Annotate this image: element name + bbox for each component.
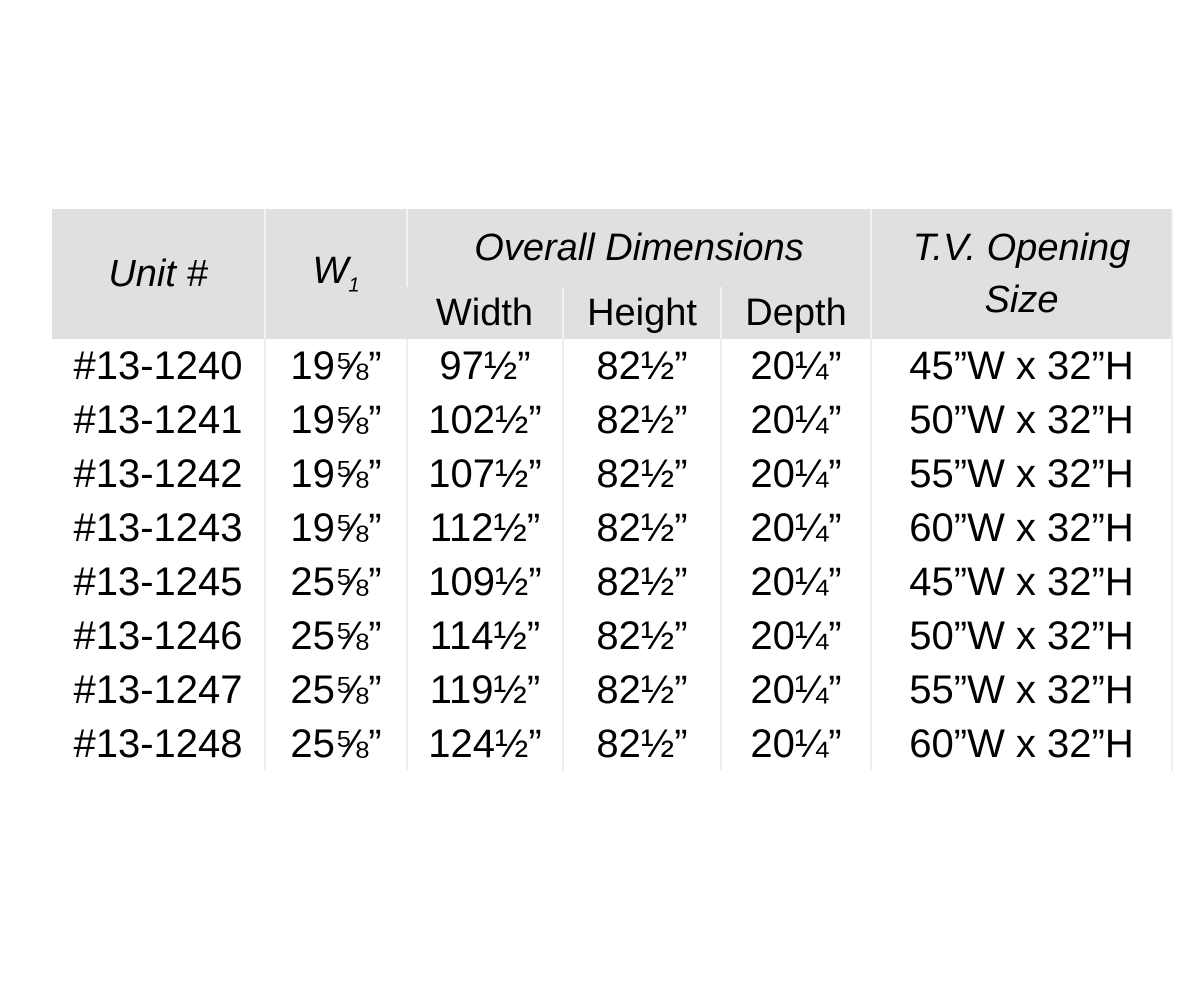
cell-w1: 25⅝” — [264, 609, 407, 663]
cell-height: 82½” — [562, 501, 721, 555]
cell-height: 82½” — [562, 339, 721, 393]
cell-unit: #13-1245 — [73, 559, 243, 604]
cell-w1: 19⅝” — [264, 501, 407, 555]
cell-tv: 55”W x 32”H — [870, 663, 1173, 717]
header-w1: W1 — [264, 209, 407, 339]
header-w1-main: W — [312, 250, 349, 293]
cell-height: 82½” — [562, 555, 721, 609]
header-w1-sub: 1 — [348, 274, 360, 297]
cell-unit: #13-1243 — [73, 505, 243, 550]
cell-width: 102½” — [406, 393, 563, 447]
cell-w1: 19⅝” — [264, 393, 407, 447]
cell-unit: #13-1241 — [73, 397, 243, 442]
cell-width: 119½” — [406, 663, 563, 717]
header-overall-dimensions: Overall Dimensions — [406, 209, 871, 287]
cell-unit: #13-1248 — [73, 721, 243, 766]
cell-height: 82½” — [562, 609, 721, 663]
cell-w1: 25⅝” — [264, 663, 407, 717]
cell-w1: 19⅝” — [264, 447, 407, 501]
cell-tv: 50”W x 32”H — [870, 609, 1173, 663]
header-tv-opening: T.V. Opening Size — [870, 209, 1173, 339]
cell-depth: 20¼” — [720, 501, 871, 555]
cell-w1: 25⅝” — [264, 717, 407, 771]
cell-tv: 45”W x 32”H — [870, 555, 1173, 609]
table-row: #13-1246 25⅝” 114½” 82½” 20¼” 50”W x 32”H — [52, 609, 1173, 663]
header-width: Width — [407, 287, 563, 339]
cell-width: 97½” — [406, 339, 563, 393]
cell-tv: 60”W x 32”H — [870, 717, 1173, 771]
cell-unit: #13-1247 — [73, 667, 243, 712]
header-height: Height — [562, 287, 721, 339]
cell-height: 82½” — [562, 663, 721, 717]
cell-depth: 20¼” — [720, 393, 871, 447]
cell-w1: 19⅝” — [264, 339, 407, 393]
table-row: #13-1242 19⅝” 107½” 82½” 20¼” 55”W x 32”H — [52, 447, 1173, 501]
cell-height: 82½” — [562, 717, 721, 771]
cell-depth: 20¼” — [720, 609, 871, 663]
cell-depth: 20¼” — [720, 717, 871, 771]
cell-tv: 55”W x 32”H — [870, 447, 1173, 501]
cell-w1: 25⅝” — [264, 555, 407, 609]
cell-depth: 20¼” — [720, 339, 871, 393]
cell-unit: #13-1242 — [73, 451, 243, 496]
table-row: #13-1243 19⅝” 112½” 82½” 20¼” 60”W x 32”H — [52, 501, 1173, 555]
cell-width: 107½” — [406, 447, 563, 501]
cell-unit: #13-1246 — [73, 613, 243, 658]
dimensions-table: Unit # W1 Overall Dimensions T.V. Openin… — [52, 209, 1173, 771]
header-depth: Depth — [720, 287, 872, 339]
table-row: #13-1240 19⅝” 97½” 82½” 20¼” 45”W x 32”H — [52, 339, 1173, 393]
cell-unit: #13-1240 — [73, 343, 243, 388]
cell-depth: 20¼” — [720, 447, 871, 501]
cell-depth: 20¼” — [720, 663, 871, 717]
cell-width: 112½” — [406, 501, 563, 555]
cell-height: 82½” — [562, 447, 721, 501]
table-row: #13-1245 25⅝” 109½” 82½” 20¼” 45”W x 32”H — [52, 555, 1173, 609]
cell-width: 114½” — [406, 609, 563, 663]
cell-depth: 20¼” — [720, 555, 871, 609]
header-unit: Unit # — [52, 209, 265, 339]
table-row: #13-1241 19⅝” 102½” 82½” 20¼” 50”W x 32”H — [52, 393, 1173, 447]
cell-width: 124½” — [406, 717, 563, 771]
cell-tv: 60”W x 32”H — [870, 501, 1173, 555]
cell-width: 109½” — [406, 555, 563, 609]
cell-height: 82½” — [562, 393, 721, 447]
table-row: #13-1247 25⅝” 119½” 82½” 20¼” 55”W x 32”H — [52, 663, 1173, 717]
table-row: #13-1248 25⅝” 124½” 82½” 20¼” 60”W x 32”H — [52, 717, 1173, 771]
cell-tv: 45”W x 32”H — [870, 339, 1173, 393]
cell-tv: 50”W x 32”H — [870, 393, 1173, 447]
